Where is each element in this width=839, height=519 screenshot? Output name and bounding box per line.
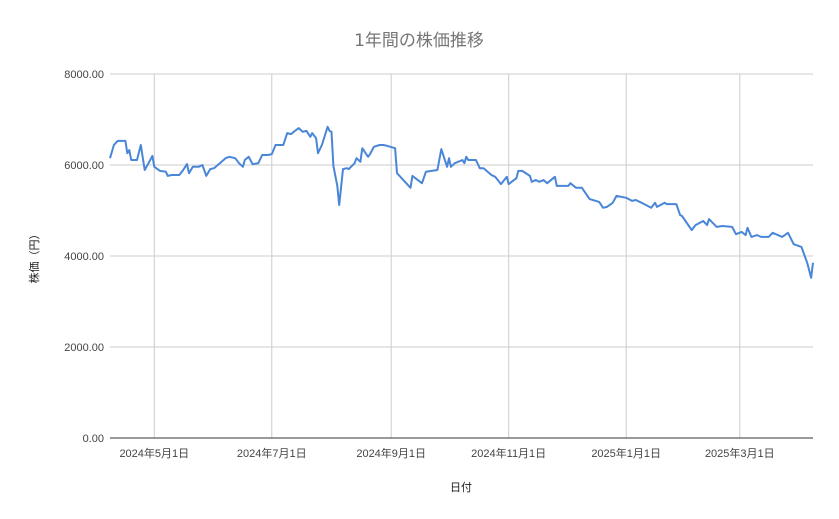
x-tick-label: 2024年9月1日 (356, 446, 426, 460)
y-axis-label: 株価（円） (27, 229, 41, 284)
y-tick-label: 8000.00 (64, 69, 104, 81)
x-tick-label: 2024年5月1日 (119, 446, 189, 460)
x-tick-label: 2024年7月1日 (237, 446, 307, 460)
y-tick-label: 0.00 (83, 433, 104, 445)
y-tick-label: 4000.00 (64, 251, 104, 263)
y-axis-ticks: 0.00 2000.00 4000.00 6000.00 8000.00 (64, 69, 104, 445)
y-tick-label: 6000.00 (64, 160, 104, 172)
x-axis-label: 日付 (450, 481, 472, 494)
chart-title: 1年間の株価推移 (354, 31, 484, 51)
y-tick-label: 2000.00 (64, 342, 104, 354)
x-tick-label: 2025年1月1日 (591, 446, 661, 460)
series-line (109, 125, 814, 279)
x-tick-label: 2024年11月1日 (471, 446, 546, 460)
x-tick-label: 2025年3月1日 (705, 446, 775, 460)
grid (110, 73, 813, 439)
x-axis-ticks: 2024年5月1日 2024年7月1日 2024年9月1日 2024年11月1日 202… (119, 446, 774, 460)
